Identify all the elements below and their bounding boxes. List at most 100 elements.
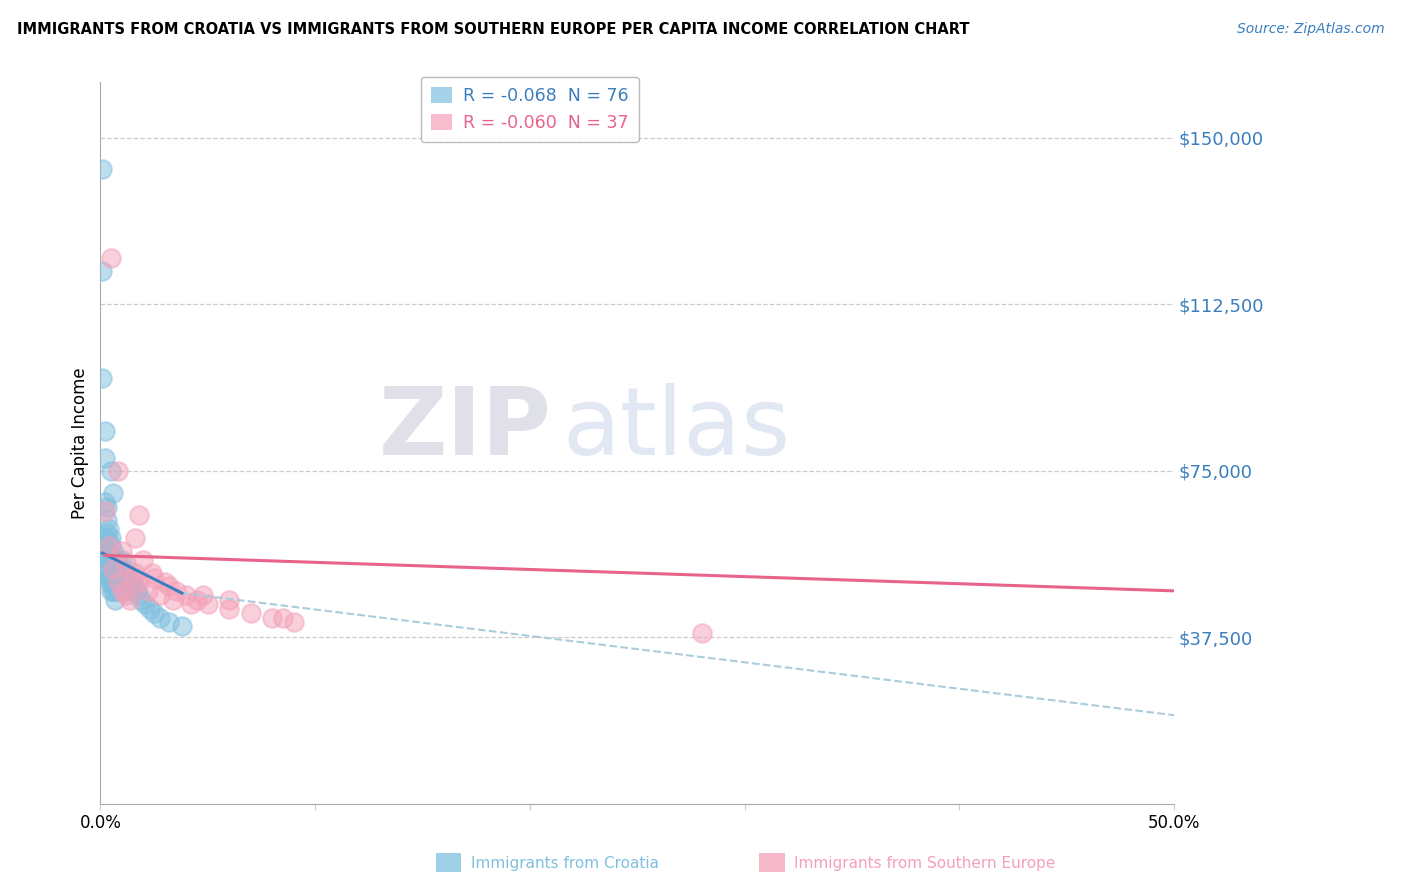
Point — [124, 531, 146, 545]
Point — [104, 570, 127, 584]
Point — [96, 562, 118, 576]
Point — [96, 500, 118, 514]
Text: Immigrants from Southern Europe: Immigrants from Southern Europe — [794, 856, 1056, 871]
Point — [97, 574, 120, 589]
Point — [112, 579, 135, 593]
Point — [103, 583, 125, 598]
Point — [174, 588, 197, 602]
Point — [104, 574, 127, 589]
Point — [107, 583, 129, 598]
Point — [132, 553, 155, 567]
Point — [96, 526, 118, 541]
Point — [111, 544, 134, 558]
Point — [141, 566, 163, 580]
Point — [100, 549, 122, 563]
Point — [93, 495, 115, 509]
Text: IMMIGRANTS FROM CROATIA VS IMMIGRANTS FROM SOUTHERN EUROPE PER CAPITA INCOME COR: IMMIGRANTS FROM CROATIA VS IMMIGRANTS FR… — [17, 22, 969, 37]
Point — [96, 553, 118, 567]
Y-axis label: Per Capita Income: Per Capita Income — [72, 368, 89, 519]
Point — [111, 574, 134, 589]
Point — [162, 592, 184, 607]
Point — [103, 574, 125, 589]
Point — [103, 486, 125, 500]
Point — [100, 251, 122, 265]
Point — [108, 570, 131, 584]
Point — [128, 508, 150, 523]
Point — [121, 574, 143, 589]
Point — [103, 562, 125, 576]
Point — [108, 562, 131, 576]
Point — [103, 553, 125, 567]
Point — [103, 544, 125, 558]
Point — [125, 583, 148, 598]
Point — [96, 513, 118, 527]
Point — [143, 570, 166, 584]
Point — [139, 601, 162, 615]
Point — [193, 588, 215, 602]
Point — [91, 370, 114, 384]
Point — [129, 592, 152, 607]
Point — [111, 583, 134, 598]
Point — [136, 583, 159, 598]
Point — [143, 606, 166, 620]
Point — [690, 626, 713, 640]
Point — [149, 588, 172, 602]
Point — [180, 597, 202, 611]
Point — [93, 531, 115, 545]
Point — [104, 553, 127, 567]
Point — [157, 579, 180, 593]
Point — [120, 583, 142, 598]
Point — [120, 574, 142, 589]
Point — [97, 535, 120, 549]
Point — [157, 615, 180, 629]
Point — [107, 574, 129, 589]
Point — [97, 522, 120, 536]
Point — [97, 553, 120, 567]
Point — [165, 583, 187, 598]
Point — [128, 574, 150, 589]
Point — [97, 540, 120, 554]
Point — [107, 553, 129, 567]
Text: ZIP: ZIP — [378, 383, 551, 475]
Text: Source: ZipAtlas.com: Source: ZipAtlas.com — [1237, 22, 1385, 37]
Point — [197, 597, 219, 611]
Point — [115, 574, 138, 589]
Point — [103, 570, 125, 584]
Point — [100, 558, 122, 572]
Point — [96, 544, 118, 558]
Legend: R = -0.068  N = 76, R = -0.060  N = 37: R = -0.068 N = 76, R = -0.060 N = 37 — [420, 77, 638, 142]
Point — [170, 619, 193, 633]
Point — [100, 531, 122, 545]
Point — [153, 574, 176, 589]
Point — [96, 535, 118, 549]
Point — [124, 579, 146, 593]
Point — [100, 540, 122, 554]
Point — [111, 583, 134, 598]
Point — [93, 450, 115, 465]
Point — [104, 592, 127, 607]
Point — [104, 583, 127, 598]
Point — [115, 558, 138, 572]
Text: Immigrants from Croatia: Immigrants from Croatia — [471, 856, 659, 871]
Point — [134, 597, 156, 611]
Point — [117, 570, 139, 584]
Point — [93, 424, 115, 438]
Point — [128, 588, 150, 602]
Point — [112, 570, 135, 584]
Point — [115, 583, 138, 598]
Point — [100, 464, 122, 478]
Point — [108, 579, 131, 593]
Text: atlas: atlas — [562, 383, 790, 475]
Point — [218, 601, 240, 615]
Point — [100, 583, 122, 598]
Point — [239, 606, 262, 620]
Point — [103, 562, 125, 576]
Point — [186, 592, 208, 607]
Point — [107, 574, 129, 589]
Point — [100, 566, 122, 580]
Point — [97, 562, 120, 576]
Point — [115, 566, 138, 580]
Point — [120, 592, 142, 607]
Point — [91, 264, 114, 278]
Point — [104, 562, 127, 576]
